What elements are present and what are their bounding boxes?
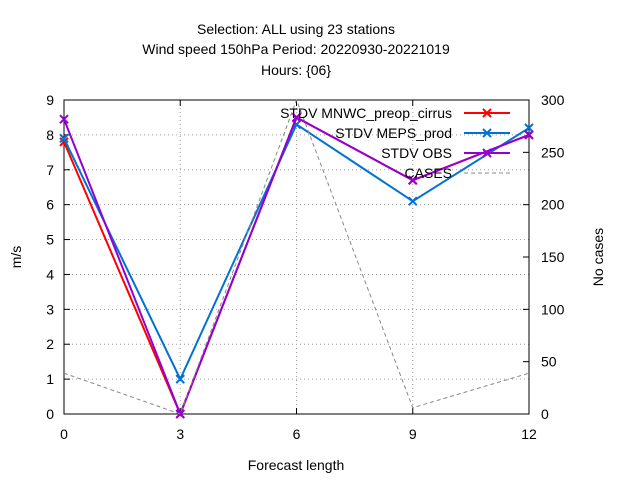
y2-tick-label: 50 bbox=[541, 354, 557, 370]
chart-title-line-2: Wind speed 150hPa Period: 20220930-20221… bbox=[142, 41, 450, 57]
y2-tick-label: 300 bbox=[541, 92, 565, 108]
series-1 bbox=[59, 119, 534, 384]
y-tick-label: 5 bbox=[46, 232, 54, 248]
y-tick-label: 1 bbox=[46, 371, 54, 387]
data-point bbox=[175, 409, 185, 419]
x-tick-label: 6 bbox=[293, 426, 301, 442]
legend-label: STDV MNWC_preop_cirrus bbox=[280, 105, 452, 121]
y2-tick-label: 100 bbox=[541, 301, 565, 317]
legend-marker bbox=[482, 148, 492, 158]
data-point bbox=[408, 175, 418, 185]
data-point bbox=[291, 112, 302, 123]
y2-tick-label: 150 bbox=[541, 249, 565, 265]
y-tick-label: 2 bbox=[46, 336, 54, 352]
y2-tick-label: 200 bbox=[541, 197, 565, 213]
data-point bbox=[175, 374, 185, 384]
y-axis-label: m/s bbox=[8, 246, 24, 269]
y2-tick-label: 250 bbox=[541, 144, 565, 160]
chart-title-line-3: Hours: {06} bbox=[260, 62, 332, 78]
grid-lines bbox=[64, 100, 529, 414]
series-line bbox=[63, 98, 530, 415]
y-tick-label: 8 bbox=[46, 127, 54, 143]
y-tick-label: 3 bbox=[46, 301, 54, 317]
data-point bbox=[59, 114, 69, 124]
y-tick-label: 4 bbox=[46, 266, 54, 282]
legend-label: STDV OBS bbox=[381, 145, 452, 161]
legend-label: STDV MEPS_prod bbox=[335, 125, 452, 141]
data-point bbox=[59, 133, 69, 144]
y-tick-label: 0 bbox=[46, 406, 54, 422]
x-tick-label: 12 bbox=[521, 426, 537, 442]
y-tick-label: 6 bbox=[46, 197, 54, 213]
series-2 bbox=[59, 112, 534, 419]
legend-label: CASES bbox=[405, 165, 452, 181]
x-tick-label: 3 bbox=[176, 426, 184, 442]
legend: STDV MNWC_preop_cirrus STDV MEPS_prod STDV… bbox=[280, 105, 510, 181]
x-axis-label: Forecast length bbox=[248, 457, 345, 473]
data-point bbox=[524, 130, 534, 140]
y-tick-label: 9 bbox=[46, 92, 54, 108]
y2-tick-label: 0 bbox=[541, 406, 549, 422]
data-point bbox=[408, 196, 418, 206]
x-tick-label: 0 bbox=[60, 426, 68, 442]
legend-marker bbox=[482, 108, 492, 118]
data-point bbox=[524, 123, 534, 133]
series-3 bbox=[63, 98, 530, 415]
x-tick-label: 9 bbox=[409, 426, 417, 442]
y2-axis-label: No cases bbox=[590, 228, 606, 286]
series-lines bbox=[59, 98, 534, 419]
chart-title-line-1: Selection: ALL using 23 stations bbox=[197, 21, 395, 37]
series-line bbox=[63, 116, 530, 417]
legend-marker bbox=[482, 128, 492, 138]
y-tick-label: 7 bbox=[46, 162, 54, 178]
